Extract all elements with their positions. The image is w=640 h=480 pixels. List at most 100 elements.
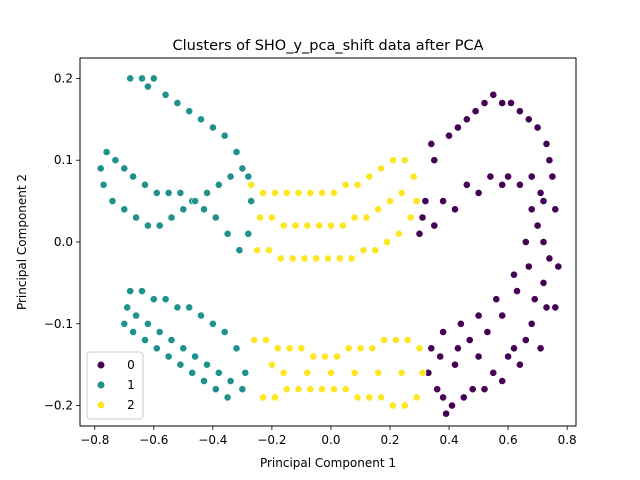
data-point-cluster-2: [365, 393, 374, 402]
data-point-cluster-1: [123, 303, 132, 312]
y-tick-label: 0.0: [54, 235, 73, 249]
data-point-cluster-0: [516, 180, 524, 189]
data-point-cluster-2: [412, 393, 421, 402]
data-point-cluster-0: [498, 377, 507, 385]
data-point-cluster-0: [521, 336, 530, 344]
data-point-cluster-1: [211, 213, 220, 222]
data-point-cluster-2: [341, 385, 350, 394]
data-point-cluster-2: [397, 368, 406, 377]
data-point-cluster-1: [247, 197, 256, 205]
data-point-cluster-1: [132, 311, 140, 320]
data-point-cluster-2: [312, 254, 321, 263]
y-tick-label: −0.2: [44, 399, 73, 413]
data-point-cluster-0: [489, 368, 498, 377]
data-point-cluster-1: [126, 74, 135, 83]
data-point-cluster-2: [291, 221, 300, 230]
data-point-cluster-0: [513, 287, 521, 295]
data-point-cluster-0: [554, 262, 563, 271]
data-point-cluster-2: [318, 188, 326, 197]
data-point-cluster-1: [164, 188, 173, 197]
data-point-cluster-0: [453, 123, 462, 132]
data-point-cluster-0: [415, 229, 424, 238]
data-point-cluster-2: [279, 221, 288, 230]
y-axis-label: Principal Component 2: [15, 174, 29, 310]
data-point-cluster-0: [507, 99, 515, 107]
data-point-cluster-2: [282, 188, 291, 197]
x-tick-label: −0.6: [139, 433, 168, 447]
data-point-cluster-1: [161, 295, 170, 304]
x-tick-label: −0.8: [80, 433, 109, 447]
data-point-cluster-2: [383, 238, 391, 246]
data-point-cluster-1: [220, 131, 229, 140]
data-point-cluster-1: [197, 311, 205, 320]
data-point-cluster-0: [462, 180, 471, 189]
data-point-cluster-2: [389, 401, 397, 410]
data-point-cluster-1: [223, 229, 232, 238]
data-point-cluster-2: [353, 180, 362, 189]
data-point-cluster-1: [197, 115, 205, 124]
data-point-cluster-1: [152, 344, 161, 353]
data-point-cluster-1: [203, 360, 211, 369]
data-point-cluster-1: [111, 156, 120, 165]
data-point-cluster-1: [120, 319, 129, 328]
data-point-cluster-1: [143, 319, 152, 328]
data-point-cluster-2: [324, 254, 332, 263]
data-point-cluster-2: [267, 213, 276, 222]
data-point-cluster-1: [129, 328, 137, 336]
data-point-cluster-2: [265, 246, 273, 255]
data-point-cluster-0: [459, 393, 468, 402]
data-point-cluster-1: [203, 188, 211, 197]
data-point-cluster-0: [453, 344, 462, 353]
data-point-cluster-2: [300, 254, 309, 263]
data-point-cluster-1: [126, 287, 135, 295]
data-point-cluster-1: [185, 303, 194, 312]
legend-label-0: 0: [127, 358, 135, 372]
data-point-cluster-0: [542, 303, 551, 312]
data-point-cluster-1: [223, 393, 232, 402]
data-point-cluster-1: [244, 229, 253, 238]
data-point-cluster-1: [176, 188, 185, 197]
x-tick-label: 0.6: [499, 433, 518, 447]
data-point-cluster-0: [524, 262, 533, 271]
data-point-cluster-1: [96, 164, 105, 173]
data-point-cluster-0: [527, 205, 536, 214]
data-point-cluster-1: [102, 148, 111, 156]
data-point-cluster-2: [403, 336, 412, 344]
data-point-cluster-1: [164, 352, 173, 361]
legend-marker-2: [96, 400, 106, 410]
data-point-cluster-0: [516, 107, 524, 116]
data-point-cluster-0: [468, 385, 477, 394]
data-point-cluster-2: [380, 336, 388, 344]
data-point-cluster-0: [442, 409, 450, 418]
data-point-cluster-1: [149, 295, 158, 304]
data-point-cluster-2: [318, 385, 326, 394]
data-point-cluster-0: [427, 344, 436, 353]
data-point-cluster-1: [138, 74, 146, 83]
chart-title: Clusters of SHO_y_pca_shift data after P…: [172, 38, 483, 54]
data-point-cluster-1: [167, 213, 176, 222]
data-point-cluster-0: [462, 115, 471, 124]
data-point-cluster-0: [545, 156, 554, 165]
data-point-cluster-1: [138, 287, 146, 295]
data-point-cluster-1: [220, 328, 229, 336]
data-point-cluster-1: [232, 148, 241, 156]
data-point-cluster-0: [474, 352, 483, 361]
data-point-cluster-2: [259, 393, 267, 402]
data-point-cluster-0: [542, 139, 551, 148]
data-point-cluster-1: [132, 213, 140, 222]
data-point-cluster-2: [259, 188, 267, 197]
data-point-cluster-2: [415, 344, 424, 353]
data-point-cluster-0: [533, 123, 542, 132]
points-layer: [96, 74, 563, 418]
data-point-cluster-0: [539, 197, 548, 205]
data-point-cluster-2: [321, 352, 329, 361]
y-tick-label: 0.1: [54, 153, 73, 167]
data-point-cluster-1: [120, 164, 129, 173]
data-point-cluster-1: [188, 368, 197, 377]
data-point-cluster-1: [173, 99, 182, 107]
data-point-cluster-2: [327, 221, 335, 230]
data-point-cluster-1: [238, 164, 247, 173]
data-point-cluster-2: [270, 188, 279, 197]
y-tick-label: 0.2: [54, 71, 73, 85]
data-point-cluster-0: [465, 336, 474, 344]
